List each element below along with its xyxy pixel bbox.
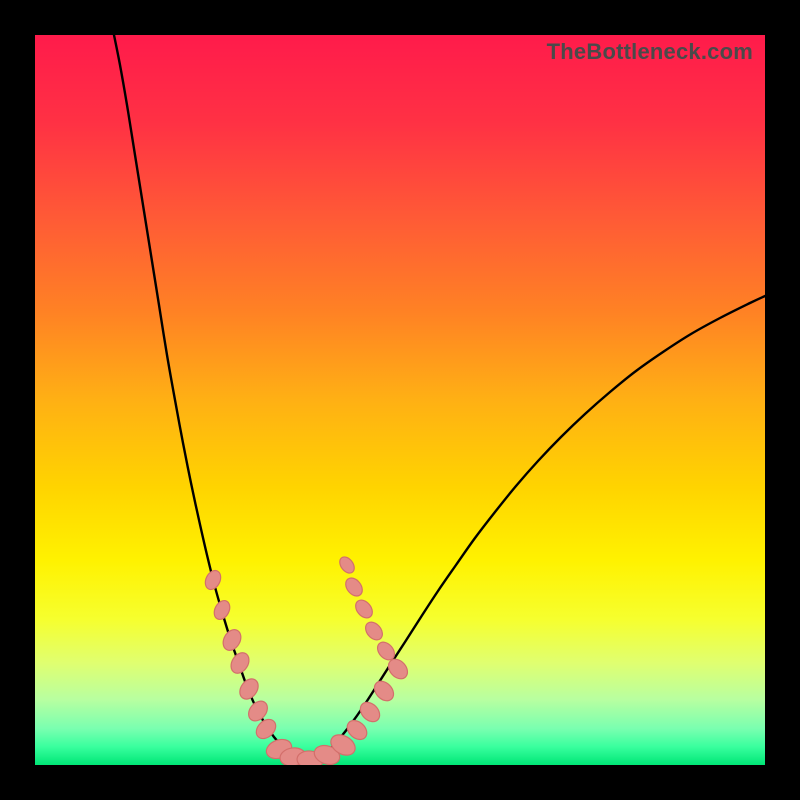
chart-frame: TheBottleneck.com: [0, 0, 800, 800]
bottleneck-curves: [35, 35, 765, 765]
marker-right-2: [371, 677, 398, 704]
marker-left-6: [202, 568, 223, 592]
marker-left-2: [236, 675, 262, 702]
plot-area: TheBottleneck.com: [35, 35, 765, 765]
marker-left-5: [211, 598, 233, 622]
marker-left-0: [220, 626, 245, 653]
marker-left-1: [227, 649, 252, 676]
watermark-text: TheBottleneck.com: [547, 39, 753, 65]
marker-right-7: [342, 575, 365, 599]
marker-right-6: [352, 597, 375, 621]
marker-right-5: [362, 619, 386, 643]
marker-right-1: [357, 699, 384, 726]
curve-left: [114, 35, 307, 761]
marker-right-8: [337, 554, 357, 576]
